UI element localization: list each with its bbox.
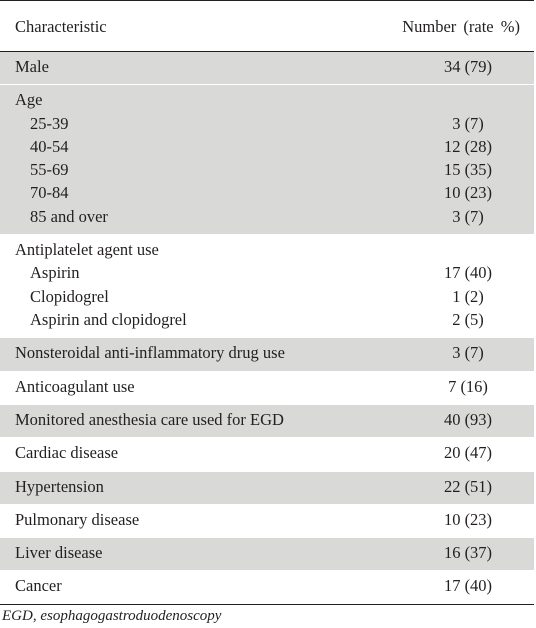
row-label: 85 and over: [30, 206, 108, 226]
table-row: Male 34 (79): [0, 55, 534, 78]
row-value: 22 (51): [443, 476, 493, 496]
row-label: 70-84: [30, 183, 69, 203]
table-row: Liver disease 16 (37): [0, 541, 534, 564]
row-value: 3 (7): [452, 343, 484, 363]
table-row: Aspirin and clopidogrel 2 (5): [0, 308, 534, 331]
header-rule: [0, 51, 534, 52]
row-value: 40 (93): [443, 409, 493, 429]
table-row: 40-54 12 (28): [0, 135, 534, 158]
row-group: Liver disease 16 (37): [0, 538, 534, 572]
table-row: Cancer 17 (40): [0, 574, 534, 597]
table-row: 55-69 15 (35): [0, 158, 534, 181]
table-row: Hypertension 22 (51): [0, 475, 534, 498]
row-value: 17 (40): [443, 576, 493, 596]
row-label: 25-39: [30, 113, 69, 133]
row-value: 2 (5): [452, 309, 484, 329]
table-row: Pulmonary disease 10 (23): [0, 508, 534, 531]
row-value: 10 (23): [443, 509, 493, 529]
row-value: 7 (16): [448, 376, 488, 396]
row-group: Antiplatelet agent use Aspirin 17 (40) Clop…: [0, 235, 534, 339]
row-value: 17 (40): [443, 263, 493, 283]
row-value: 16 (37): [443, 543, 493, 563]
row-value: 1 (2): [452, 286, 484, 306]
row-value: 3 (7): [452, 206, 484, 226]
row-value: 10 (23): [443, 183, 493, 203]
table-row: Aspirin 17 (40): [0, 261, 534, 284]
row-value: 12 (28): [443, 136, 493, 156]
table-row: Antiplatelet agent use: [0, 238, 534, 261]
row-label: Aspirin: [30, 263, 80, 283]
row-label: Aspirin and clopidogrel: [30, 309, 187, 329]
table-header: Characteristic Number (rate %): [0, 1, 534, 51]
row-label: 55-69: [30, 160, 69, 180]
table-row: 70-84 10 (23): [0, 181, 534, 204]
header-characteristic: Characteristic: [15, 17, 107, 36]
row-group: Nonsteroidal anti-inflammatory drug use 3…: [0, 338, 534, 372]
row-label: Cardiac disease: [15, 443, 119, 463]
row-group: Cancer 17 (40): [0, 571, 534, 605]
row-group: Anticoagulant use 7 (16): [0, 371, 534, 405]
row-value: 3 (7): [452, 113, 484, 133]
table-row: Monitored anesthesia care used for EGD 40…: [0, 408, 534, 431]
row-label: Liver disease: [15, 543, 103, 563]
row-label: Clopidogrel: [30, 286, 109, 306]
row-label: Age: [15, 90, 43, 110]
footnote: EGD, esophagogastroduodenoscopy: [2, 608, 222, 624]
row-label: Antiplatelet agent use: [15, 240, 159, 260]
row-label: Cancer: [15, 576, 62, 596]
row-label: Male: [15, 57, 49, 76]
row-group: Monitored anesthesia care used for EGD 40…: [0, 404, 534, 439]
table-row: Age: [0, 88, 534, 111]
row-group: Cardiac disease 20 (47): [0, 438, 534, 472]
row-label: Monitored anesthesia care used for EGD: [15, 409, 284, 429]
table-row: 85 and over 3 (7): [0, 205, 534, 228]
row-label: Nonsteroidal anti-inflammatory drug use: [15, 343, 285, 363]
header-number: Number (rate %): [402, 17, 520, 36]
row-value: 20 (47): [443, 443, 493, 463]
row-group: Hypertension 22 (51): [0, 471, 534, 505]
row-value: 34 (79): [443, 57, 493, 76]
row-group: Age 25-39 3 (7) 40-54 12 (28) 55-69 15 (35) 70-…: [0, 85, 534, 236]
row-value: 15 (35): [443, 160, 493, 180]
table-row: Anticoagulant use 7 (16): [0, 375, 534, 398]
row-label: Hypertension: [15, 476, 104, 496]
row-group: Male 34 (79): [0, 52, 534, 86]
table-row: Clopidogrel 1 (2): [0, 285, 534, 308]
top-rule: [0, 0, 534, 1]
row-label: Pulmonary disease: [15, 509, 140, 529]
row-label: Anticoagulant use: [15, 376, 135, 396]
table-row: 25-39 3 (7): [0, 112, 534, 135]
table-row: Nonsteroidal anti-inflammatory drug use 3…: [0, 341, 534, 364]
row-group: Pulmonary disease 10 (23): [0, 504, 534, 539]
table-row: Cardiac disease 20 (47): [0, 441, 534, 464]
row-label: 40-54: [30, 136, 69, 156]
